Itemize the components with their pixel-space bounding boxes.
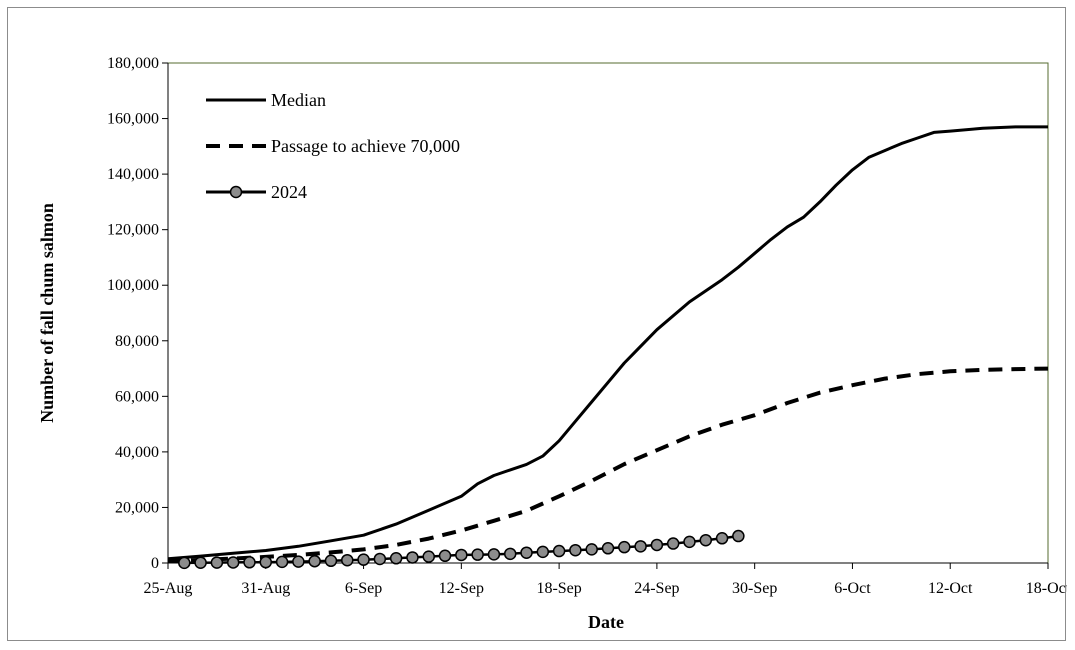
- x-axis-ticks: 25-Aug 31-Aug 6-Sep 12-Sep 18-Sep 24-Sep 30-Se…: [144, 563, 1067, 597]
- series-line-median: [167, 125, 1048, 561]
- y-tick-label: 120,000: [107, 222, 159, 239]
- data-point: [585, 543, 598, 556]
- data-point: [503, 547, 517, 561]
- data-point: [357, 553, 370, 566]
- data-point: [634, 540, 647, 553]
- data-point: [422, 550, 435, 563]
- y-tick-label: 160,000: [107, 111, 159, 128]
- y-tick-label: 100,000: [107, 277, 159, 294]
- legend-label: 2024: [271, 182, 307, 202]
- data-point: [438, 549, 452, 563]
- data-point: [178, 556, 191, 570]
- data-point: [373, 552, 387, 566]
- data-point: [226, 556, 240, 569]
- data-point: [536, 545, 550, 559]
- legend-marker: [229, 185, 243, 199]
- x-tick-label: 12-Sep: [439, 580, 484, 597]
- x-axis-title: Date: [588, 612, 624, 632]
- legend-label: Median: [271, 90, 326, 110]
- x-tick-label: 30-Sep: [732, 580, 777, 597]
- x-tick-label: 12-Oct: [928, 580, 973, 597]
- data-point: [699, 533, 713, 547]
- series-line-passage-to-achieve-70-000: [167, 366, 1049, 564]
- y-tick-label: 20,000: [115, 499, 159, 516]
- data-point: [194, 556, 207, 569]
- data-point: [732, 529, 745, 543]
- data-point: [341, 553, 354, 567]
- data-point: [259, 555, 273, 569]
- data-point: [487, 548, 501, 561]
- data-point: [389, 552, 403, 565]
- x-tick-label: 18-Oct: [1026, 580, 1067, 597]
- x-tick-label: 31-Aug: [241, 580, 290, 597]
- series-layer: [167, 125, 1049, 570]
- data-point: [552, 544, 566, 558]
- y-tick-label: 80,000: [115, 333, 159, 350]
- y-tick-label: 60,000: [115, 388, 159, 405]
- data-point: [275, 555, 289, 569]
- x-tick-label: 18-Sep: [536, 580, 581, 597]
- y-axis-title: Number of fall chum salmon: [37, 203, 57, 423]
- legend: Median Passage to achieve 70,000 2024: [206, 90, 460, 202]
- data-point: [455, 548, 468, 562]
- data-point: [292, 555, 305, 568]
- data-point: [520, 546, 533, 559]
- data-point: [324, 554, 338, 568]
- data-point: [618, 540, 631, 554]
- data-point: [210, 556, 224, 569]
- data-point: [601, 542, 615, 555]
- data-point: [308, 554, 321, 568]
- data-point: [406, 551, 419, 564]
- data-point: [683, 535, 696, 549]
- data-point: [471, 548, 484, 561]
- data-point: [666, 537, 680, 550]
- line-chart: 0 20,000 40,000 60,000 80,000 100,000 120,000 1…: [37, 55, 1067, 632]
- x-tick-label: 24-Sep: [634, 580, 679, 597]
- y-tick-label: 0: [151, 555, 159, 572]
- x-tick-label: 6-Oct: [834, 580, 871, 597]
- y-tick-label: 180,000: [107, 55, 159, 72]
- legend-label: Passage to achieve 70,000: [271, 136, 460, 156]
- data-point: [715, 532, 729, 545]
- y-tick-label: 140,000: [107, 166, 159, 183]
- x-tick-label: 6-Sep: [345, 580, 382, 597]
- y-axis-ticks: 0 20,000 40,000 60,000 80,000 100,000 120,000 1…: [107, 55, 168, 572]
- data-point: [243, 556, 256, 569]
- y-tick-label: 40,000: [115, 444, 159, 461]
- chart-frame: 0 20,000 40,000 60,000 80,000 100,000 120,000 1…: [7, 7, 1067, 641]
- x-tick-label: 25-Aug: [144, 580, 193, 597]
- data-point: [650, 538, 664, 552]
- data-point: [569, 543, 582, 557]
